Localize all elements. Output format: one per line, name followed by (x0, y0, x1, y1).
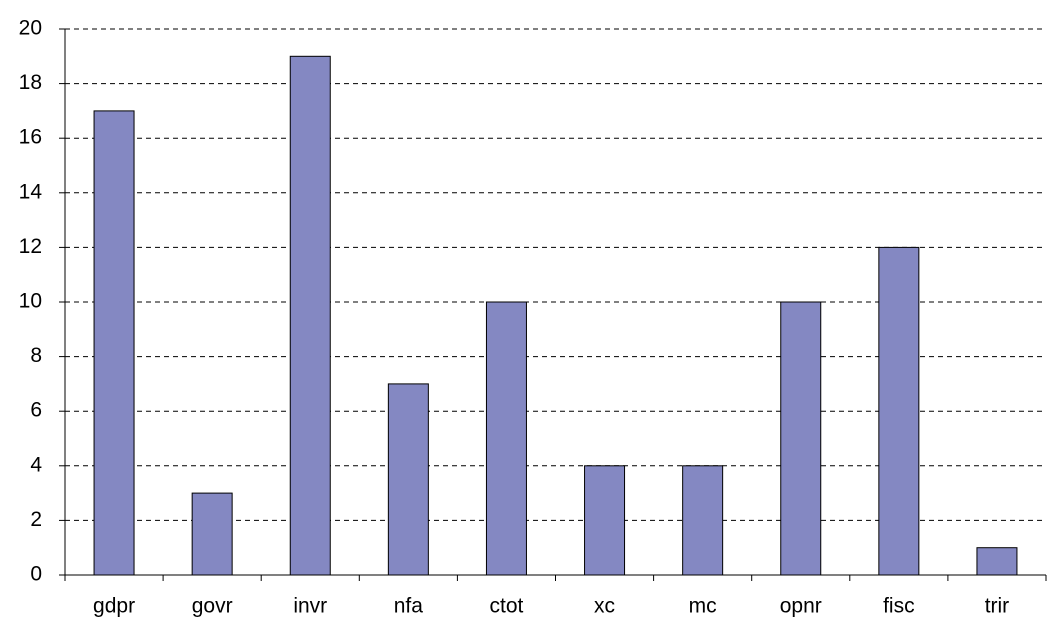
bar (682, 465, 724, 576)
y-tick-label: 8 (30, 344, 42, 367)
bar (584, 465, 626, 576)
x-tick-label: nfa (394, 595, 424, 618)
x-tick-label: ctot (490, 595, 524, 618)
y-tick-label: 14 (19, 180, 43, 203)
x-tick-label: opnr (780, 595, 822, 618)
y-tick-label: 18 (19, 71, 42, 94)
bar (289, 55, 331, 576)
bar (93, 110, 135, 576)
x-tick-label: xc (594, 595, 615, 618)
y-tick-label: 20 (19, 17, 42, 40)
x-tick-label: gdpr (93, 595, 135, 618)
bar (878, 246, 920, 576)
x-tick-label: mc (689, 595, 717, 618)
bar (780, 301, 822, 576)
x-tick-label: govr (192, 595, 233, 618)
y-tick-label: 12 (19, 235, 42, 258)
x-tick-label: trir (985, 595, 1010, 618)
bar (976, 547, 1018, 576)
y-tick-label: 6 (30, 399, 42, 422)
y-tick-label: 10 (19, 290, 42, 313)
bar (387, 383, 429, 576)
x-tick-label: fisc (883, 595, 915, 618)
y-tick-label: 0 (30, 563, 42, 586)
y-tick-label: 2 (30, 508, 42, 531)
x-tick-label: invr (293, 595, 327, 618)
bar (485, 301, 527, 576)
y-tick-label: 16 (19, 126, 42, 149)
y-tick-label: 4 (30, 453, 42, 476)
bar (191, 492, 233, 576)
